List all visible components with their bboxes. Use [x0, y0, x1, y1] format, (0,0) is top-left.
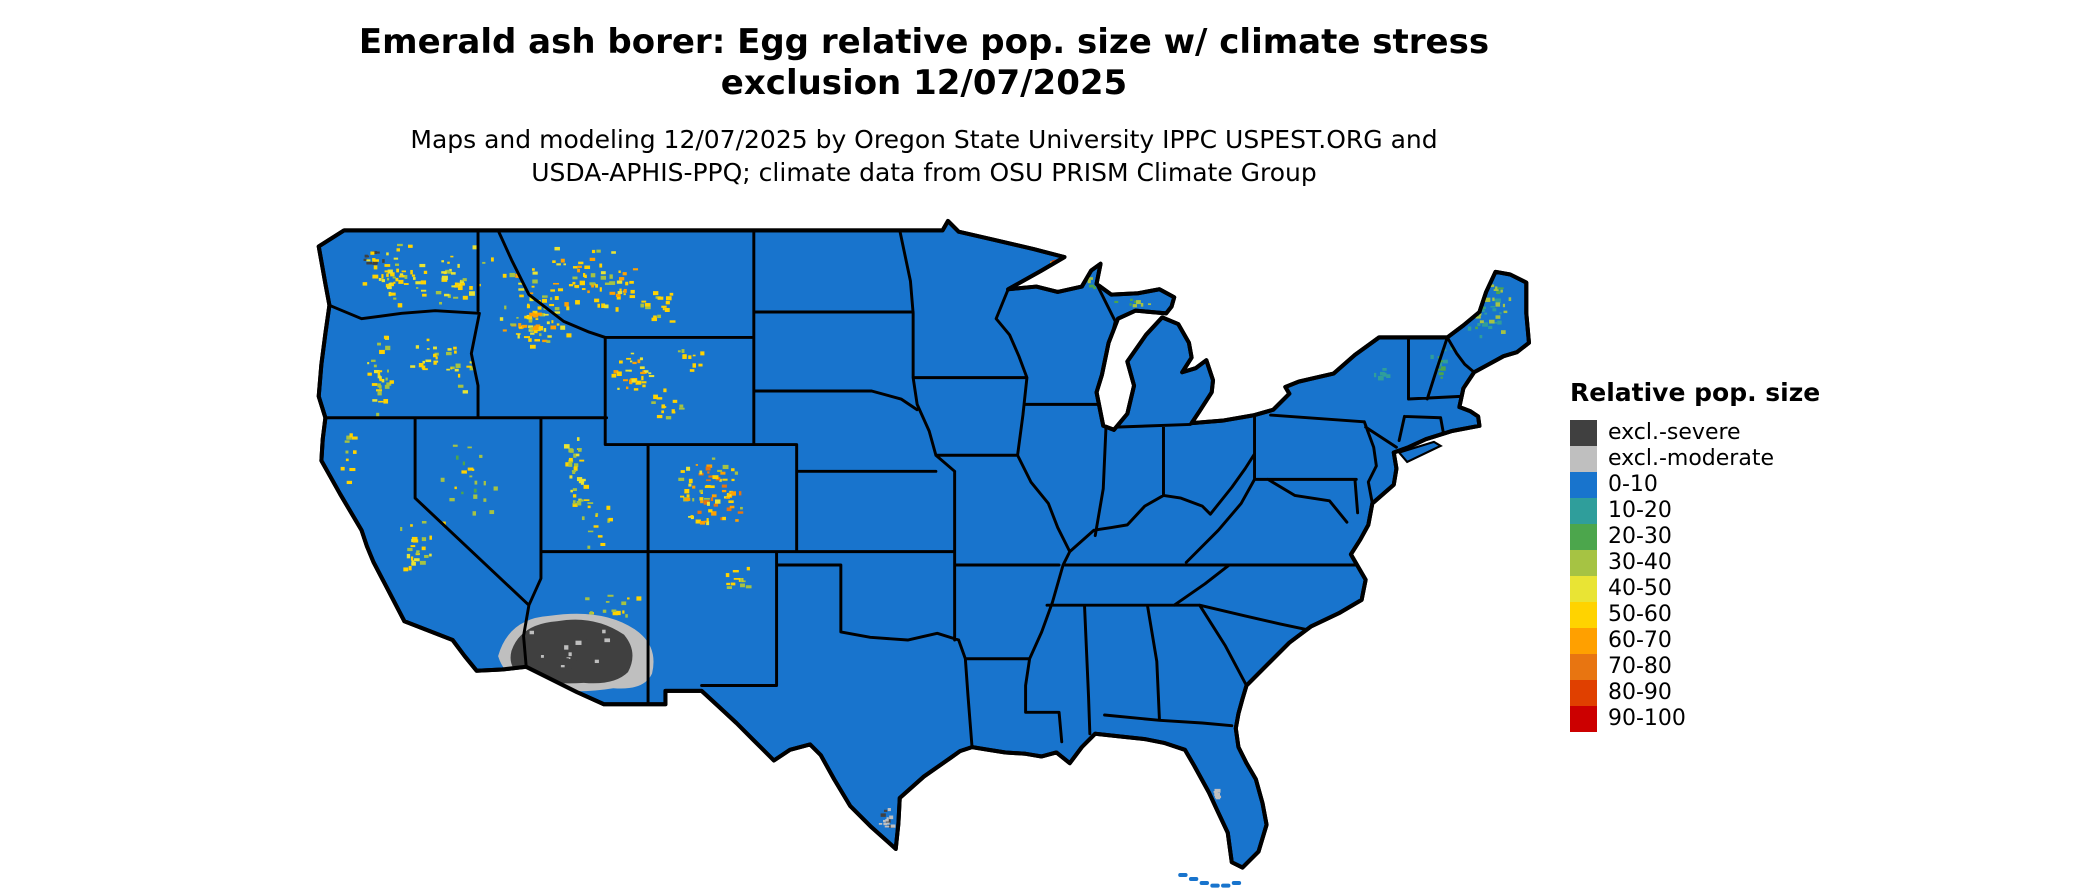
title-line-2: exclusion 12/07/2025	[720, 63, 1128, 104]
florida-keys	[1178, 872, 1242, 888]
legend-item: 50-60	[1570, 602, 1820, 628]
legend-label: excl.-moderate	[1608, 446, 1774, 471]
figure-subtitle: Maps and modeling 12/07/2025 by Oregon S…	[0, 123, 1848, 190]
legend-label: 20-30	[1608, 524, 1672, 549]
legend-item: 20-30	[1570, 524, 1820, 550]
legend-swatch	[1570, 654, 1597, 680]
legend-item: 60-70	[1570, 628, 1820, 654]
legend-item: excl.-moderate	[1570, 446, 1820, 472]
subtitle-line-1: Maps and modeling 12/07/2025 by Oregon S…	[410, 124, 1438, 154]
legend-title: Relative pop. size	[1570, 378, 1821, 407]
legend-swatch	[1570, 628, 1597, 654]
legend-item: 10-20	[1570, 498, 1820, 524]
legend-swatch	[1570, 524, 1597, 550]
long-island	[1397, 440, 1443, 464]
legend-item: 30-40	[1570, 550, 1820, 576]
legend-label: 70-80	[1608, 654, 1672, 679]
us-coast-outline	[316, 218, 1531, 870]
legend-item: excl.-severe	[1570, 420, 1820, 446]
legend-rows: excl.-severe excl.-moderate 0-10 10-20 2…	[1570, 420, 1820, 732]
legend-label: 90-100	[1608, 706, 1686, 731]
legend-label: 50-60	[1608, 602, 1672, 627]
legend-swatch	[1570, 472, 1597, 498]
legend-swatch	[1570, 498, 1597, 524]
legend-label: 40-50	[1608, 576, 1672, 601]
legend-label: 80-90	[1608, 680, 1672, 705]
legend-label: 10-20	[1608, 498, 1672, 523]
state-borders	[323, 228, 1476, 749]
legend-label: excl.-severe	[1608, 420, 1741, 445]
header: Emerald ash borer: Egg relative pop. siz…	[0, 22, 1848, 190]
legend-item: 0-10	[1570, 472, 1820, 498]
us-map	[316, 218, 1531, 888]
legend-label: 30-40	[1608, 550, 1672, 575]
legend-swatch	[1570, 706, 1597, 732]
exclusion-severe-region	[510, 619, 633, 684]
legend-item: 80-90	[1570, 680, 1820, 706]
offshore-islands	[1178, 440, 1443, 888]
legend-swatch	[1570, 680, 1597, 706]
legend: Relative pop. size excl.-severe excl.-mo…	[1570, 378, 1820, 732]
legend-swatch	[1570, 446, 1597, 472]
legend-swatch	[1570, 550, 1597, 576]
subtitle-line-2: USDA-APHIS-PPQ; climate data from OSU PR…	[531, 158, 1317, 188]
legend-label: 0-10	[1608, 472, 1658, 497]
legend-item: 40-50	[1570, 576, 1820, 602]
legend-swatch	[1570, 420, 1597, 446]
title-line-1: Emerald ash borer: Egg relative pop. siz…	[358, 22, 1490, 62]
figure-title: Emerald ash borer: Egg relative pop. siz…	[0, 22, 1848, 105]
map-raster-layers	[323, 228, 1512, 828]
legend-item: 90-100	[1570, 706, 1820, 732]
legend-label: 60-70	[1608, 628, 1672, 653]
legend-item: 70-80	[1570, 654, 1820, 680]
legend-swatch	[1570, 602, 1597, 628]
legend-swatch	[1570, 576, 1597, 602]
